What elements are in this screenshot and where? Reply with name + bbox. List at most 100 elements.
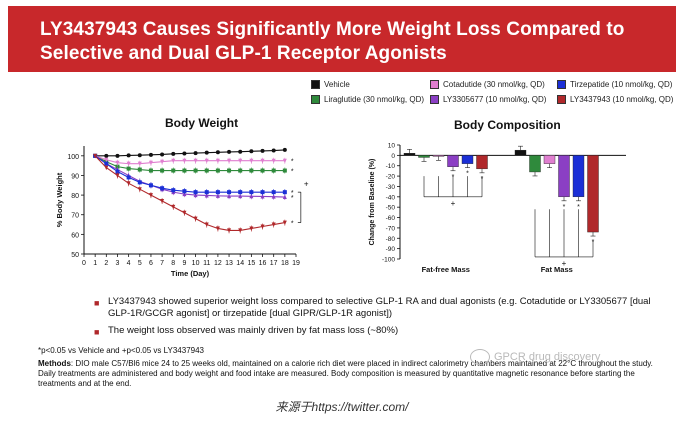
data-point [182, 151, 187, 156]
data-point [160, 168, 165, 173]
x-tick-label: 8 [171, 260, 175, 267]
data-point [282, 147, 287, 152]
data-point [260, 190, 265, 195]
legend-item-ly3437943: LY3437943 (10 nmol/kg, QD) [557, 95, 673, 104]
data-point [148, 152, 153, 157]
significance-plus: + [562, 259, 567, 268]
significance-star: * [291, 221, 294, 228]
data-point [193, 151, 198, 156]
bar [572, 155, 585, 198]
data-point [238, 228, 243, 233]
significance-plus: + [451, 199, 456, 208]
data-point [282, 158, 287, 164]
data-point [126, 166, 131, 171]
data-point [227, 168, 232, 173]
data-point [137, 180, 142, 185]
bar [558, 155, 570, 198]
data-point [204, 190, 209, 195]
data-point [227, 193, 232, 199]
data-point [282, 220, 287, 226]
y-axis-title: Change from Baseline (%) [369, 159, 376, 246]
bar [418, 155, 430, 158]
y-tick-label: -20 [386, 174, 396, 181]
slide-title: LY3437943 Causes Significantly More Weig… [40, 19, 625, 64]
significance-star: * [291, 159, 294, 166]
data-point [171, 168, 176, 173]
significance-star: * [577, 204, 580, 211]
y-axis-title: % Body Weight [55, 172, 64, 227]
data-point [227, 190, 232, 195]
bullet-list: ■ LY3437943 showed superior weight loss … [92, 296, 672, 342]
data-point [137, 153, 142, 158]
data-point [193, 158, 198, 164]
data-point [260, 224, 265, 230]
data-point [215, 158, 220, 164]
data-point [104, 161, 109, 166]
bullet-item: ■ The weight loss observed was mainly dr… [94, 325, 399, 337]
source-caption: 来源于https://twitter.com/ [275, 400, 409, 414]
data-point [160, 186, 165, 191]
data-point [160, 198, 165, 204]
data-point [171, 204, 176, 210]
y-tick-label: -50 [386, 205, 396, 212]
title-banner: LY3437943 Causes Significantly More Weig… [8, 6, 676, 72]
data-point [249, 158, 254, 164]
data-point [160, 152, 165, 157]
wechat-icon [470, 349, 490, 365]
x-tick-label: 10 [192, 260, 200, 267]
legend-swatch [557, 80, 566, 89]
x-tick-label: 12 [214, 260, 222, 267]
data-point [160, 159, 165, 165]
legend-swatch [430, 95, 439, 104]
x-tick-label: 7 [160, 260, 164, 267]
legend: Vehicle Liraglutide (30 nmol/kg, QD) Cot… [0, 80, 684, 108]
legend-item-liraglutide: Liraglutide (30 nmol/kg, QD) [311, 95, 424, 104]
footnote: *p<0.05 vs Vehicle and +p<0.05 vs LY3437… [38, 346, 204, 355]
data-point [115, 160, 120, 166]
y-tick-label: 90 [71, 173, 79, 180]
legend-item-tirzepatide: Tirzepatide (10 nmol/kg, QD) [557, 80, 672, 89]
data-point [126, 175, 131, 180]
slide: LY3437943 Causes Significantly More Weig… [0, 6, 684, 388]
data-point [115, 173, 120, 178]
data-point [271, 168, 276, 173]
data-point [137, 161, 142, 167]
significance-star: * [563, 204, 566, 211]
data-point [238, 190, 243, 195]
watermark: GPCR drug discovery [470, 349, 600, 365]
y-tick-label: -70 [386, 225, 396, 232]
x-tick-label: 16 [259, 260, 267, 267]
data-point [249, 226, 254, 231]
data-point [204, 150, 209, 155]
legend-item-ly3305677: LY3305677 (10 nmol/kg, QD) [430, 95, 546, 104]
y-tick-label: 60 [71, 232, 79, 239]
data-point [215, 168, 220, 173]
methods-label: Methods [38, 359, 71, 368]
x-tick-label: 11 [203, 260, 210, 267]
data-point [271, 158, 276, 164]
significance-plus: + [304, 179, 309, 188]
data-point [238, 149, 243, 154]
data-point [193, 168, 198, 173]
legend-swatch [311, 95, 320, 104]
y-tick-label: 0 [391, 153, 395, 160]
category-label: Fat-free Mass [422, 265, 470, 274]
data-point [282, 168, 287, 173]
data-point [115, 169, 120, 174]
data-point [171, 188, 176, 193]
data-point [126, 161, 131, 167]
data-point [171, 158, 176, 164]
data-point [204, 192, 209, 198]
bar [403, 153, 416, 156]
x-tick-label: 1 [93, 260, 97, 267]
data-point [193, 190, 198, 195]
data-point [249, 149, 254, 154]
y-tick-label: 10 [388, 143, 396, 150]
data-point [238, 158, 243, 164]
x-tick-label: 2 [104, 260, 108, 267]
y-tick-label: -30 [386, 184, 396, 191]
bar [447, 155, 459, 167]
bullet-item: ■ LY3437943 showed superior weight loss … [94, 296, 651, 319]
data-point [93, 153, 98, 159]
significance-star: * [291, 190, 294, 197]
